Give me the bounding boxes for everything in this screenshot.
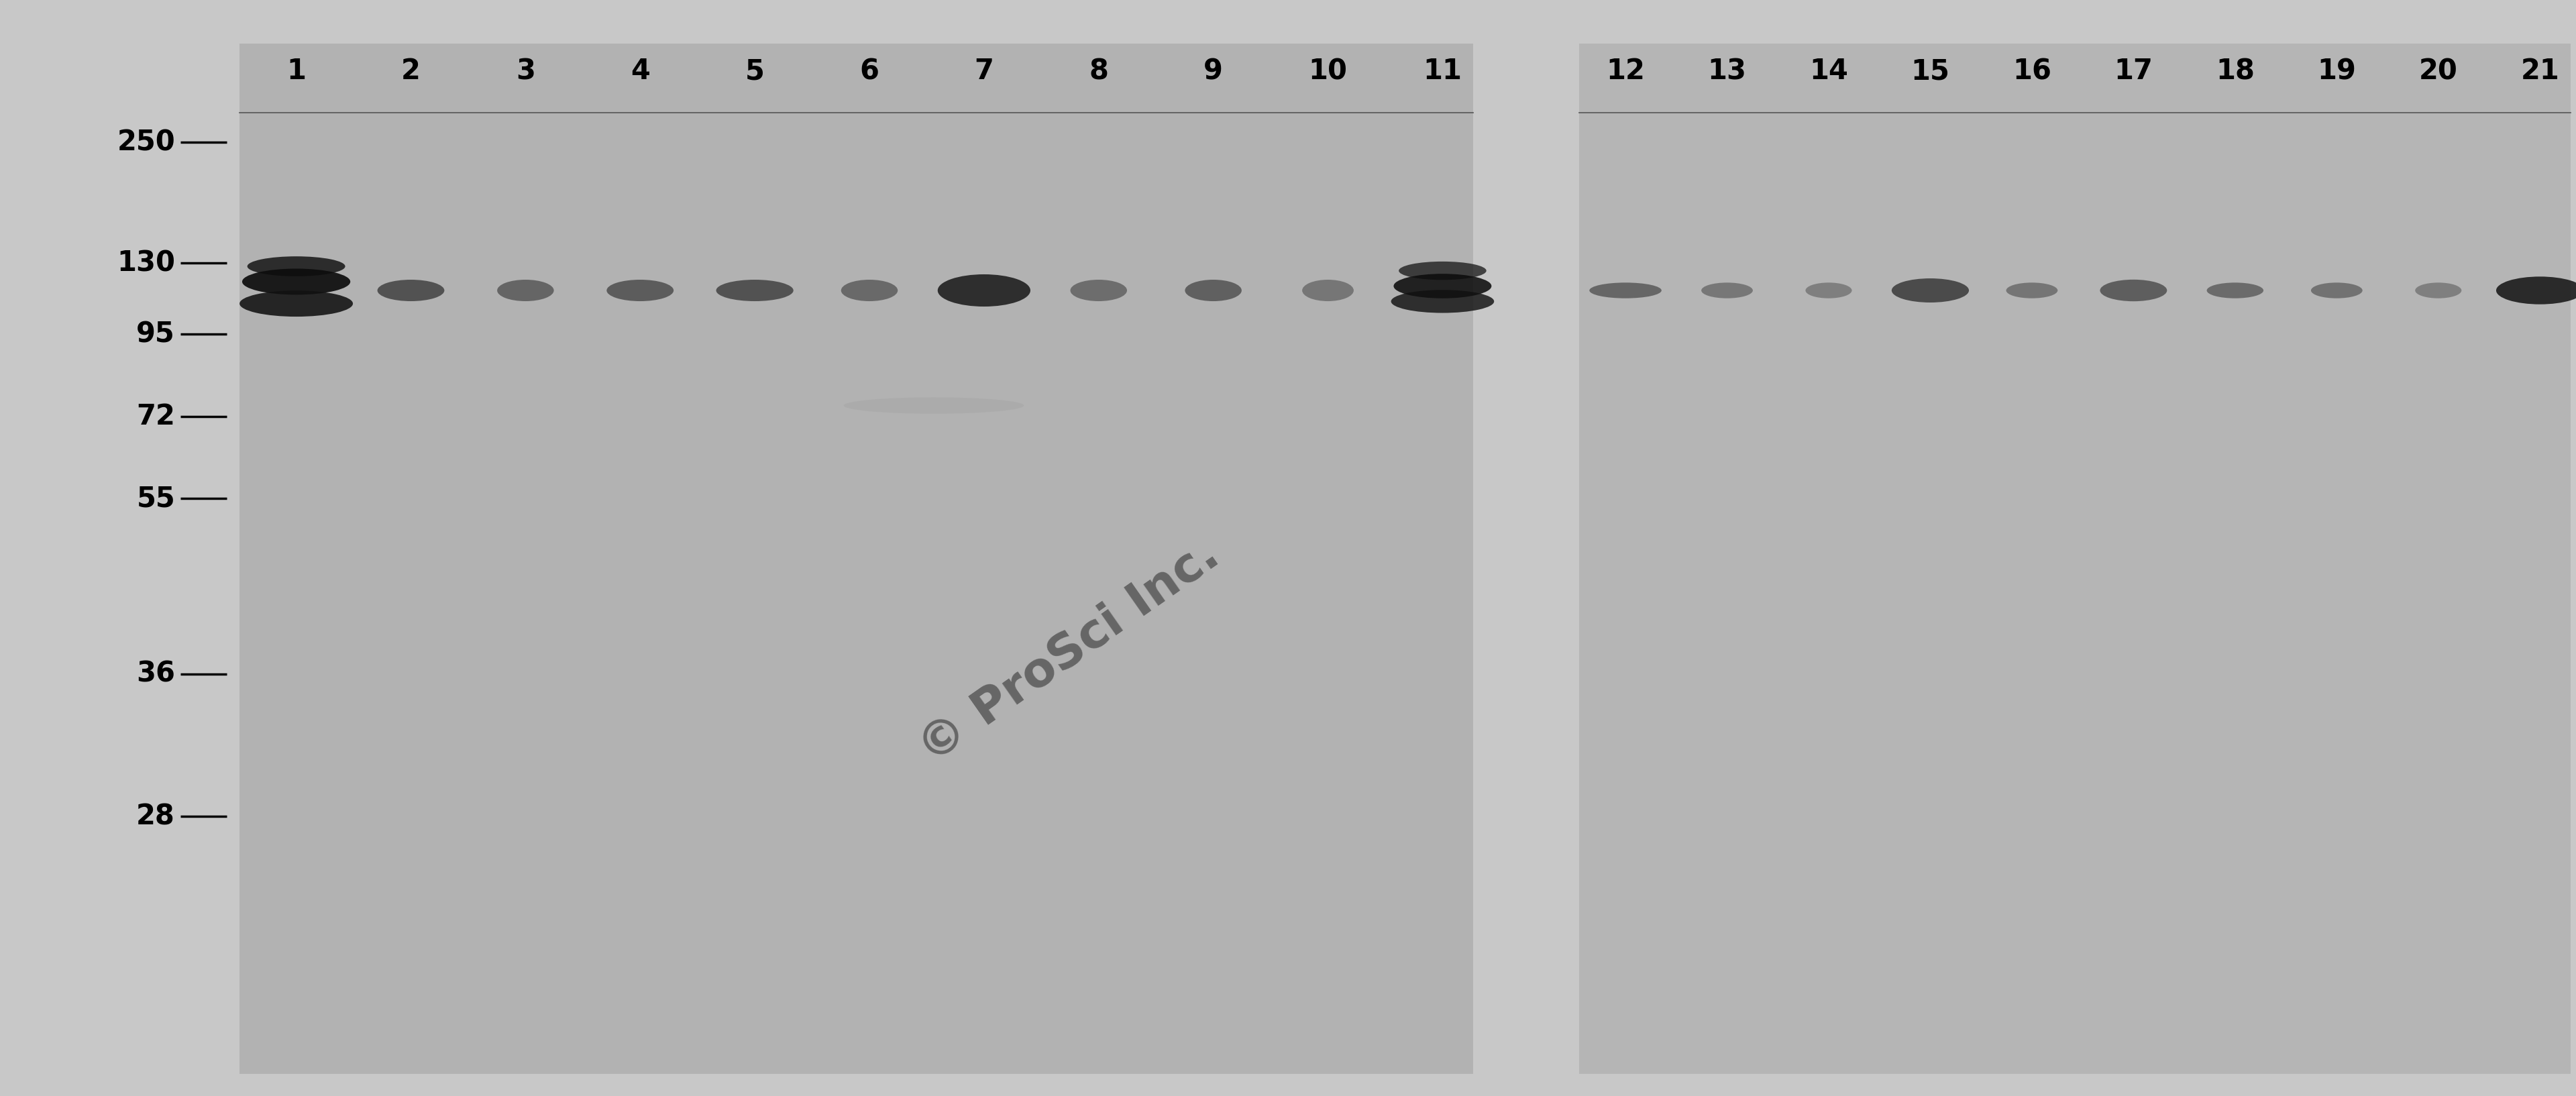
Text: 20: 20 [2419, 57, 2458, 85]
Text: 11: 11 [1422, 57, 1463, 85]
Text: 12: 12 [1605, 57, 1646, 85]
Ellipse shape [247, 256, 345, 276]
Ellipse shape [497, 279, 554, 301]
Ellipse shape [938, 274, 1030, 307]
Ellipse shape [608, 279, 675, 301]
Text: 95: 95 [137, 320, 175, 349]
Text: © ProSci Inc.: © ProSci Inc. [909, 532, 1229, 773]
Ellipse shape [1301, 279, 1355, 301]
Text: 14: 14 [1808, 57, 1847, 85]
Ellipse shape [2007, 283, 2058, 298]
Ellipse shape [1394, 274, 1492, 298]
Ellipse shape [716, 279, 793, 301]
Ellipse shape [1399, 262, 1486, 279]
Text: 16: 16 [2012, 57, 2050, 85]
Bar [1579, 44, 2571, 1074]
Text: 3: 3 [515, 57, 536, 85]
Ellipse shape [1589, 283, 1662, 298]
Text: 15: 15 [1911, 57, 1950, 85]
Ellipse shape [2416, 283, 2463, 298]
Ellipse shape [242, 269, 350, 295]
Ellipse shape [2311, 283, 2362, 298]
Text: 13: 13 [1708, 57, 1747, 85]
Text: 10: 10 [1309, 57, 1347, 85]
Text: 250: 250 [116, 128, 175, 157]
Text: 9: 9 [1203, 57, 1224, 85]
Text: 28: 28 [137, 802, 175, 831]
Text: 4: 4 [631, 57, 649, 85]
Text: 18: 18 [2215, 57, 2254, 85]
Ellipse shape [376, 279, 443, 301]
Text: 21: 21 [2519, 57, 2561, 85]
Ellipse shape [1891, 278, 1968, 302]
Ellipse shape [842, 397, 1025, 414]
Ellipse shape [1185, 279, 1242, 301]
Ellipse shape [1806, 283, 1852, 298]
Bar [240, 44, 1473, 1074]
Text: 17: 17 [2115, 57, 2154, 85]
Text: 19: 19 [2318, 57, 2357, 85]
Ellipse shape [2208, 283, 2264, 298]
Text: 72: 72 [137, 402, 175, 431]
Text: 1: 1 [286, 57, 307, 85]
Ellipse shape [1700, 283, 1752, 298]
Ellipse shape [840, 279, 896, 301]
Text: 6: 6 [860, 57, 878, 85]
Text: 36: 36 [137, 660, 175, 688]
Text: 55: 55 [137, 484, 175, 513]
Ellipse shape [1072, 279, 1128, 301]
Ellipse shape [240, 290, 353, 317]
Text: 7: 7 [974, 57, 994, 85]
Text: 130: 130 [116, 249, 175, 277]
Text: 2: 2 [402, 57, 420, 85]
Text: 5: 5 [744, 57, 765, 85]
Ellipse shape [2496, 276, 2576, 305]
Ellipse shape [2099, 279, 2166, 301]
Ellipse shape [1391, 290, 1494, 313]
Text: 8: 8 [1090, 57, 1108, 85]
